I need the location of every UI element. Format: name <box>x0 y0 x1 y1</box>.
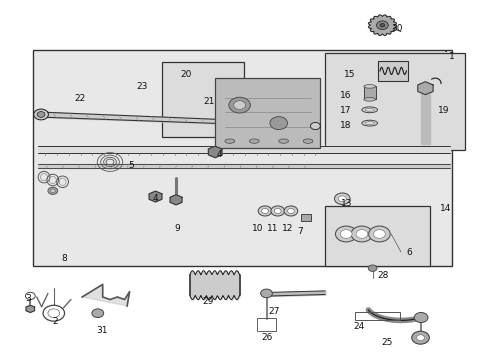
Circle shape <box>233 101 245 109</box>
Polygon shape <box>368 15 395 35</box>
Text: 19: 19 <box>437 106 449 115</box>
Circle shape <box>48 187 58 194</box>
Bar <box>215 78 320 148</box>
Text: 18: 18 <box>339 121 350 130</box>
Text: 25: 25 <box>381 338 392 347</box>
Text: 6: 6 <box>405 248 411 257</box>
Text: 22: 22 <box>74 94 86 103</box>
Polygon shape <box>170 195 182 205</box>
Circle shape <box>416 335 424 341</box>
Bar <box>33 50 451 266</box>
Text: 8: 8 <box>61 254 67 263</box>
Circle shape <box>310 122 320 130</box>
Polygon shape <box>82 284 129 306</box>
Polygon shape <box>26 305 35 312</box>
Ellipse shape <box>249 139 259 143</box>
Bar <box>301 214 310 221</box>
Circle shape <box>284 206 297 216</box>
Bar <box>324 206 429 266</box>
Text: 12: 12 <box>281 224 293 233</box>
Ellipse shape <box>363 85 375 88</box>
Circle shape <box>92 309 103 318</box>
Bar <box>363 86 375 99</box>
Circle shape <box>376 21 387 30</box>
Ellipse shape <box>363 98 375 101</box>
Text: 15: 15 <box>344 71 355 80</box>
Circle shape <box>411 331 428 344</box>
Circle shape <box>50 189 55 193</box>
Circle shape <box>228 97 250 113</box>
Text: 10: 10 <box>252 224 264 233</box>
Polygon shape <box>417 82 432 95</box>
Ellipse shape <box>278 139 288 143</box>
Text: 27: 27 <box>267 307 279 315</box>
Circle shape <box>340 230 351 238</box>
Circle shape <box>261 208 268 213</box>
Text: 31: 31 <box>96 326 107 335</box>
Circle shape <box>37 112 45 117</box>
Bar <box>324 53 464 150</box>
Polygon shape <box>149 191 162 202</box>
Circle shape <box>367 265 376 271</box>
Ellipse shape <box>303 139 312 143</box>
Circle shape <box>379 23 384 27</box>
Text: 16: 16 <box>339 91 350 100</box>
Circle shape <box>350 226 372 242</box>
Text: 4: 4 <box>216 150 222 159</box>
Text: 21: 21 <box>203 97 215 106</box>
Circle shape <box>413 312 427 323</box>
Circle shape <box>355 230 367 238</box>
Text: 20: 20 <box>180 71 191 80</box>
Text: 23: 23 <box>136 82 147 91</box>
Bar <box>162 62 243 137</box>
Text: 3: 3 <box>25 294 31 303</box>
Circle shape <box>260 289 272 298</box>
Text: 9: 9 <box>174 224 180 233</box>
Polygon shape <box>208 146 222 158</box>
Bar <box>354 312 399 320</box>
Text: 24: 24 <box>352 322 364 330</box>
Text: 4: 4 <box>152 194 158 203</box>
Text: 1: 1 <box>448 53 454 62</box>
Text: 26: 26 <box>261 333 272 342</box>
Text: 13: 13 <box>341 199 352 208</box>
Text: 7: 7 <box>297 228 303 237</box>
Circle shape <box>274 208 281 213</box>
Text: 14: 14 <box>439 204 451 213</box>
Text: 11: 11 <box>266 224 278 233</box>
Circle shape <box>373 230 385 238</box>
Ellipse shape <box>224 139 234 143</box>
Circle shape <box>335 226 356 242</box>
Circle shape <box>334 193 349 204</box>
Circle shape <box>287 208 294 213</box>
Bar <box>378 61 407 81</box>
Circle shape <box>269 117 287 130</box>
Text: 17: 17 <box>339 106 350 115</box>
Circle shape <box>258 206 271 216</box>
Circle shape <box>270 206 284 216</box>
Circle shape <box>338 196 346 202</box>
Circle shape <box>368 226 389 242</box>
Text: 2: 2 <box>52 317 58 325</box>
Circle shape <box>34 109 48 120</box>
Text: 28: 28 <box>377 271 388 280</box>
Text: 29: 29 <box>202 297 214 306</box>
Bar <box>256 318 276 331</box>
Text: 5: 5 <box>128 161 134 170</box>
Text: 30: 30 <box>390 24 402 33</box>
